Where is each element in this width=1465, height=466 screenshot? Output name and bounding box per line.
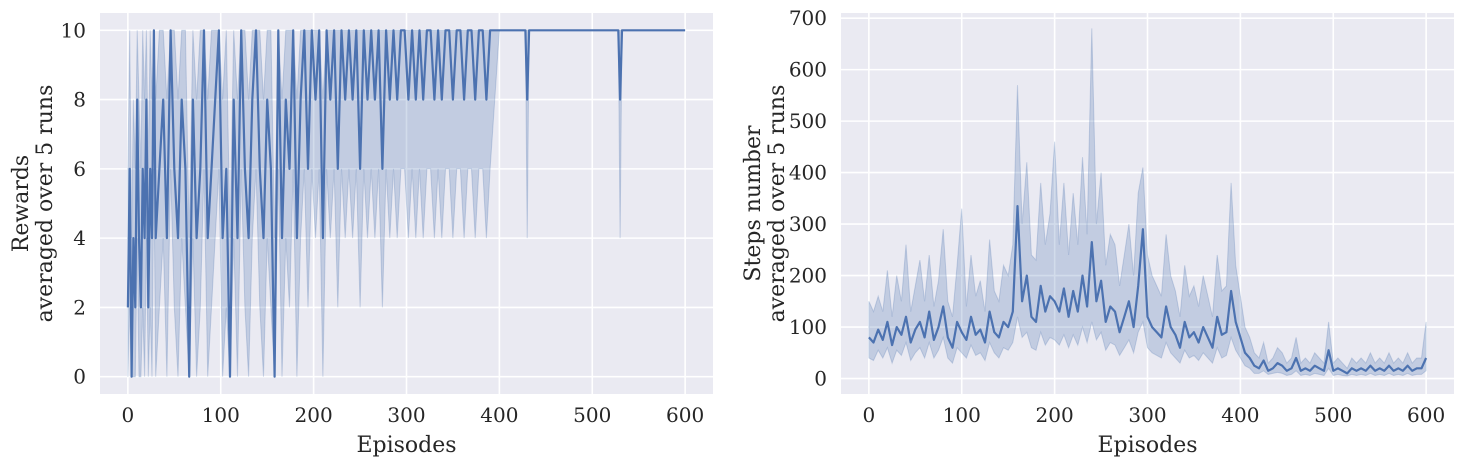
y-tick-label-6: 600	[789, 58, 827, 82]
y-tick-labels-rewards: 0 2 4 6 8 10	[61, 18, 86, 388]
x-tick-label-2: 200	[1036, 403, 1074, 427]
x-tick-labels-rewards: 0 100 200 300 400 500 600	[121, 403, 704, 427]
series-line-rewards	[126, 29, 686, 378]
y-tick-label-4: 8	[73, 88, 86, 112]
x-axis-label-steps: Episodes	[1097, 433, 1197, 458]
x-tick-label-3: 300	[1128, 403, 1166, 427]
y-tick-label-5: 10	[61, 18, 86, 42]
gridlines-steps	[841, 13, 1454, 394]
x-tick-label-6: 600	[666, 403, 704, 427]
y-axis-label-rewards-line2: averaged over 5 runs	[33, 85, 58, 323]
x-tick-label-3: 300	[387, 403, 425, 427]
chart-rewards: 0 100 200 300 400 500 600 0 2 4 6 8 10 Episodes Rew…	[9, 13, 713, 458]
x-tick-label-0: 0	[862, 403, 875, 427]
x-axis-label-rewards: Episodes	[356, 433, 456, 458]
x-tick-label-5: 500	[573, 403, 611, 427]
x-tick-label-1: 100	[943, 403, 981, 427]
y-tick-label-0: 0	[814, 367, 827, 391]
y-tick-label-5: 500	[789, 109, 827, 133]
y-tick-label-0: 0	[73, 365, 86, 389]
y-tick-label-2: 4	[73, 226, 86, 250]
x-tick-label-0: 0	[121, 403, 134, 427]
x-tick-label-5: 500	[1314, 403, 1352, 427]
x-tick-label-6: 600	[1407, 403, 1445, 427]
x-tick-label-2: 200	[295, 403, 333, 427]
y-tick-label-1: 100	[789, 315, 827, 339]
y-tick-label-4: 400	[789, 161, 827, 185]
y-tick-label-3: 300	[789, 212, 827, 236]
y-axis-label-steps-line2: averaged over 5 runs	[765, 85, 790, 323]
y-axis-label-steps-line1: Steps number	[741, 125, 766, 282]
x-tick-label-4: 400	[1221, 403, 1259, 427]
y-tick-label-1: 2	[73, 295, 86, 319]
y-tick-label-2: 200	[789, 264, 827, 288]
x-tick-labels-steps: 0 100 200 300 400 500 600	[862, 403, 1445, 427]
x-tick-label-1: 100	[202, 403, 240, 427]
y-tick-labels-steps: 0 100 200 300 400 500 600 700	[789, 6, 827, 390]
chart-steps: 0 100 200 300 400 500 600 0 100 200 300 400 500 600 7…	[741, 6, 1454, 458]
confidence-band-steps	[868, 28, 1427, 377]
x-tick-label-4: 400	[480, 403, 518, 427]
y-axis-label-rewards-line1: Rewards	[9, 155, 34, 252]
y-tick-label-3: 6	[73, 157, 86, 181]
series-line-steps	[868, 205, 1428, 375]
y-tick-label-7: 700	[789, 6, 827, 30]
